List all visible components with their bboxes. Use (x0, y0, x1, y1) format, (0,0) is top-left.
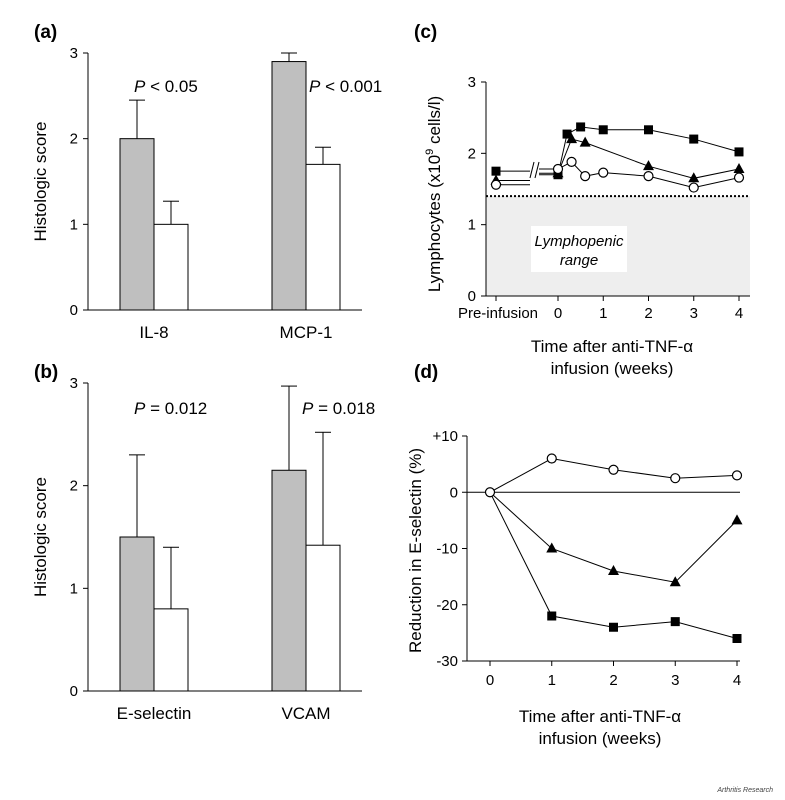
panel-d-x-tick-label: 4 (733, 672, 741, 689)
panel-b-y-title: Histologic score (31, 477, 50, 597)
panel-d-point-triangles (731, 514, 743, 525)
panel-d-point-circles (608, 464, 619, 475)
panel-c-point-triangles (643, 160, 654, 171)
panel-c-x-tick-label: 3 (690, 305, 698, 322)
panel-d-point-squares (670, 617, 680, 627)
credit-text: Arthritis Research (717, 787, 773, 794)
panel-c-x-tick-label: 4 (735, 305, 743, 322)
panel-c-label: (c) (414, 22, 437, 43)
panel-c-point-squares (734, 147, 744, 157)
panel-d-point-circles (670, 473, 681, 484)
panel-c-band-label: range (560, 252, 598, 269)
panel-c-point-circles (490, 179, 502, 190)
panel-c-x-tick-label: Pre-infusion (458, 305, 538, 322)
panel-c-x-title: Time after anti-TNF-α (531, 337, 693, 356)
panel-c-point-circles (580, 171, 591, 182)
panel-c-point-circles (566, 156, 577, 167)
panel-c-point-circles (733, 172, 745, 183)
panel-a-pvalue-label: P < 0.05 (134, 77, 198, 96)
panel-c-y-title: Lymphocytes (x109 cells/l) (424, 96, 444, 292)
panel-a-y-title: Histologic score (31, 122, 50, 242)
panel-c-x-tick-label: 0 (554, 305, 562, 322)
panel-d-x-tick-label: 0 (486, 672, 494, 689)
panel-d-point-triangles (669, 576, 681, 587)
panel-a-y-tick-label: 0 (70, 302, 78, 319)
panel-d-point-circles (546, 453, 557, 464)
panel-a-y-tick-label: 3 (70, 45, 78, 62)
panel-d-point-triangles (546, 542, 558, 553)
panel-b-y-tick-label: 1 (70, 580, 78, 597)
panel-b-pvalue-label: P = 0.012 (134, 399, 207, 418)
panel-b-category-label: E-selectin (117, 704, 192, 723)
panel-d-point-circles (731, 470, 743, 481)
panel-c-y-tick-label: 0 (468, 288, 476, 305)
panel-a-bar-filled (271, 61, 307, 311)
panel-b-y-tick-label: 2 (70, 478, 78, 495)
panel-c-point-squares (562, 129, 572, 139)
panel-c-point-squares (576, 122, 586, 132)
panel-b-bar-open (153, 608, 189, 692)
panel-a-y-tick-label: 1 (70, 216, 78, 233)
panel-c-point-squares (644, 125, 653, 135)
panel-a-bar-filled (119, 138, 155, 311)
panel-c-axis-break (529, 161, 535, 179)
panel-d-series-circles-line (489, 457, 738, 493)
panel-d-y-tick-label: +10 (433, 428, 458, 445)
panel-b-label: (b) (34, 362, 58, 383)
panel-a-bar-open (305, 163, 341, 311)
panel-c-x-title: infusion (weeks) (551, 359, 674, 378)
panel-b-pvalue-label: P = 0.018 (302, 399, 375, 418)
panel-d-point-squares (609, 622, 618, 632)
panel-c-y-tick-label: 1 (468, 217, 476, 234)
panel-c-point-circles (643, 171, 654, 182)
panel-c-band-label-box (531, 226, 627, 272)
panel-c-point-squares (689, 134, 699, 144)
panel-d-point-squares (732, 634, 742, 643)
panel-a-pvalue-label: P < 0.001 (309, 77, 382, 96)
panel-d-x-title: infusion (weeks) (539, 729, 662, 748)
panel-d-y-title: Reduction in E-selectin (%) (406, 448, 425, 653)
panel-a-bar-open (153, 223, 189, 311)
panel-b-y-tick-label: 0 (70, 683, 78, 700)
panel-d-y-tick-label: -10 (436, 541, 458, 558)
panel-c-point-triangles (566, 133, 578, 144)
panel-d-point-origin (484, 487, 496, 498)
panel-d-x-tick-label: 1 (548, 672, 556, 689)
panel-b-bar-open (305, 544, 341, 692)
panel-b-bar-filled (271, 469, 307, 692)
panel-a-category-label: IL-8 (139, 323, 168, 342)
panel-d-y-tick-label: -30 (436, 653, 458, 670)
panel-a-y-tick-label: 2 (70, 131, 78, 148)
panel-c-x-tick-label: 1 (599, 305, 607, 322)
panel-c-band-label: Lymphopenic (535, 233, 624, 250)
panel-b-category-label: VCAM (281, 704, 330, 723)
panel-d-y-tick-label: 0 (450, 484, 458, 501)
panel-d-label: (d) (414, 362, 438, 383)
panel-a-category-label: MCP-1 (280, 323, 333, 342)
panel-d-point-squares (547, 611, 557, 621)
panel-d-point-triangles (608, 565, 619, 575)
panel-c-point-circles (552, 163, 564, 175)
panel-d-x-title: Time after anti-TNF-α (519, 707, 681, 726)
panel-c-y-tick-label: 3 (468, 74, 476, 91)
panel-c-y-tick-label: 2 (468, 145, 476, 162)
panel-c-point-triangles (733, 163, 745, 174)
panel-c-point-triangles (579, 136, 591, 147)
panel-c-point-circles (598, 167, 609, 178)
panel-d-y-tick-label: -20 (436, 597, 458, 614)
panel-c-point-circles (688, 182, 699, 193)
panel-c-axis-break (534, 161, 540, 179)
panel-b-bar-filled (119, 536, 155, 692)
panel-c-point-squares (491, 166, 501, 176)
panel-a-label: (a) (34, 22, 57, 43)
panel-c-point-triangles (688, 172, 700, 183)
panel-c-point-squares (598, 125, 608, 135)
panel-c-x-tick-label: 2 (644, 305, 652, 322)
panel-b-y-tick-label: 3 (70, 375, 78, 392)
panel-d-x-tick-label: 2 (609, 672, 617, 689)
panel-d-x-tick-label: 3 (671, 672, 679, 689)
